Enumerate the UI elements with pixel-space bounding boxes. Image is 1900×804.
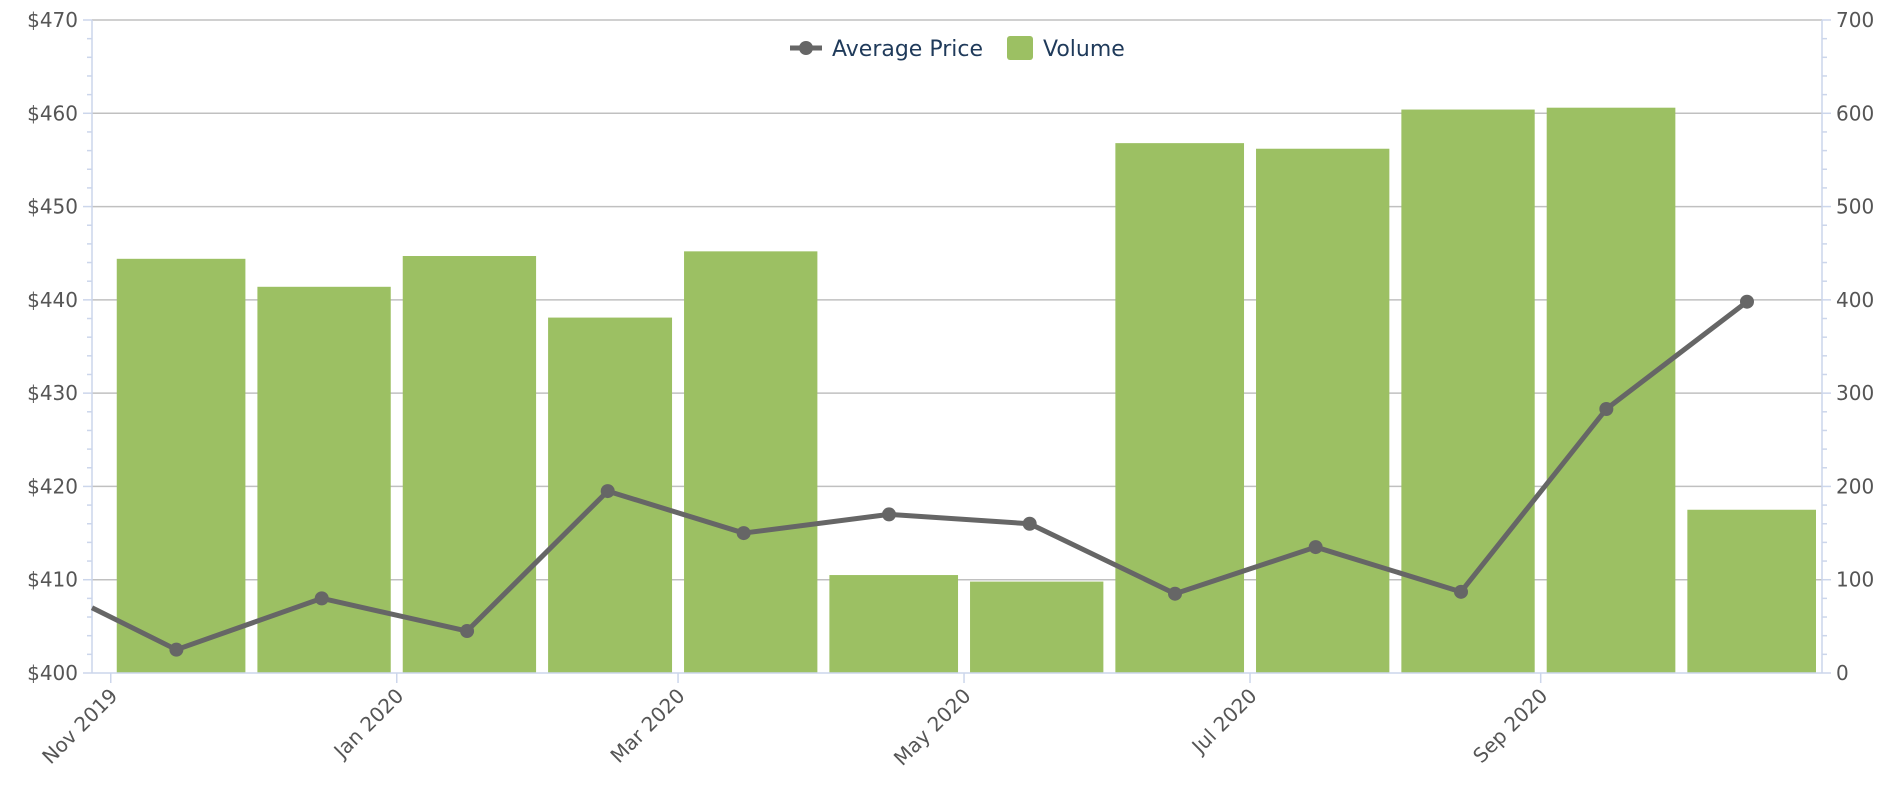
volume-bar[interactable] bbox=[116, 258, 246, 673]
average-price-point[interactable] bbox=[1599, 402, 1614, 417]
y-left-tick-label: $460 bbox=[27, 101, 78, 125]
y-left-tick-label: $470 bbox=[27, 8, 78, 32]
volume-bar[interactable] bbox=[829, 575, 959, 673]
legend[interactable]: Average Price Volume bbox=[790, 36, 1125, 62]
average-price-point[interactable] bbox=[736, 526, 751, 541]
average-price-point[interactable] bbox=[1453, 584, 1468, 599]
y-right-tick-label: 0 bbox=[1836, 661, 1849, 685]
volume-bar[interactable] bbox=[1546, 107, 1676, 673]
average-price-point[interactable] bbox=[169, 642, 184, 657]
average-price-point[interactable] bbox=[1739, 294, 1754, 309]
y-right-tick-label: 500 bbox=[1836, 195, 1874, 219]
x-tick-label: Jul 2020 bbox=[1186, 684, 1262, 760]
legend-label-average-price: Average Price bbox=[832, 37, 983, 62]
average-price-point[interactable] bbox=[600, 484, 615, 499]
average-price-line-group bbox=[90, 294, 1754, 657]
average-price-point[interactable] bbox=[314, 591, 329, 606]
volume-bar[interactable] bbox=[1401, 109, 1535, 674]
average-price-point[interactable] bbox=[1308, 540, 1323, 555]
x-tick-label: Mar 2020 bbox=[605, 684, 689, 768]
y-left-tick-label: $410 bbox=[27, 568, 78, 592]
y-right-tick-label: 300 bbox=[1836, 381, 1874, 405]
y-left-tick-label: $430 bbox=[27, 381, 78, 405]
legend-item-volume[interactable]: Volume bbox=[1007, 36, 1125, 62]
volume-bars bbox=[116, 107, 1816, 674]
volume-bar[interactable] bbox=[684, 251, 818, 673]
legend-dot-marker bbox=[799, 41, 813, 55]
average-price-point[interactable] bbox=[882, 507, 897, 522]
average-price-point[interactable] bbox=[1022, 516, 1037, 531]
legend-label-volume: Volume bbox=[1043, 37, 1125, 62]
average-price-point[interactable] bbox=[1168, 586, 1183, 601]
volume-bar[interactable] bbox=[402, 256, 537, 673]
x-tick-label: Jan 2020 bbox=[328, 684, 409, 765]
y-right-tick-label: 400 bbox=[1836, 288, 1874, 312]
x-tick-label: Sep 2020 bbox=[1468, 684, 1552, 768]
x-tick-label: May 2020 bbox=[889, 684, 976, 771]
volume-bar[interactable] bbox=[970, 581, 1104, 673]
y-right-tick-label: 200 bbox=[1836, 474, 1874, 498]
legend-swatch-volume bbox=[1007, 36, 1033, 60]
volume-bar[interactable] bbox=[1115, 143, 1245, 673]
y-left-tick-label: $420 bbox=[27, 474, 78, 498]
volume-bar[interactable] bbox=[1256, 148, 1390, 674]
volume-bar[interactable] bbox=[1687, 509, 1816, 673]
y-right-tick-label: 100 bbox=[1836, 568, 1874, 592]
y-left-tick-label: $440 bbox=[27, 288, 78, 312]
x-tick-label: Nov 2019 bbox=[37, 684, 122, 769]
y-right-tick-label: 600 bbox=[1836, 101, 1874, 125]
legend-item-average-price[interactable]: Average Price bbox=[790, 37, 983, 62]
y-left-tick-label: $450 bbox=[27, 195, 78, 219]
average-price-point[interactable] bbox=[460, 624, 475, 639]
y-right-tick-label: 700 bbox=[1836, 8, 1874, 32]
y-left-tick-label: $400 bbox=[27, 661, 78, 685]
